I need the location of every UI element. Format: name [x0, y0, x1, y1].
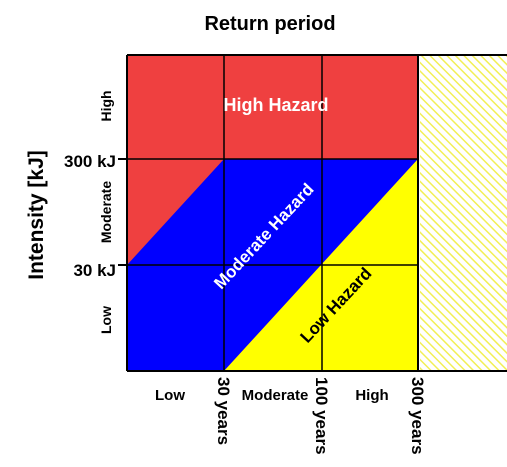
matrix-border [126, 54, 507, 372]
x-band-label-low: Low [155, 387, 185, 404]
y-threshold-300kj: 300 kJ [64, 152, 116, 171]
y-band-label-moderate: Moderate [98, 181, 114, 243]
y-band-label-low: Low [98, 306, 114, 334]
x-threshold-100-years: 100 years [312, 377, 331, 455]
x-threshold-30-years: 30 years [214, 377, 233, 445]
y-threshold-ticks [118, 158, 127, 266]
x-band-label-moderate: Moderate [242, 387, 309, 404]
x-threshold-300-years: 300 years [408, 377, 427, 455]
diagram-title: Return period [204, 13, 335, 35]
y-axis-label: Intensity [kJ] [25, 150, 48, 280]
x-band-label-high: High [355, 387, 388, 404]
y-threshold-30kj: 30 kJ [73, 261, 116, 280]
grid-lines [127, 55, 418, 371]
beyond-range-hatched-area [420, 55, 507, 371]
high-hazard-label: High Hazard [223, 95, 328, 115]
y-band-label-high: High [98, 90, 114, 121]
